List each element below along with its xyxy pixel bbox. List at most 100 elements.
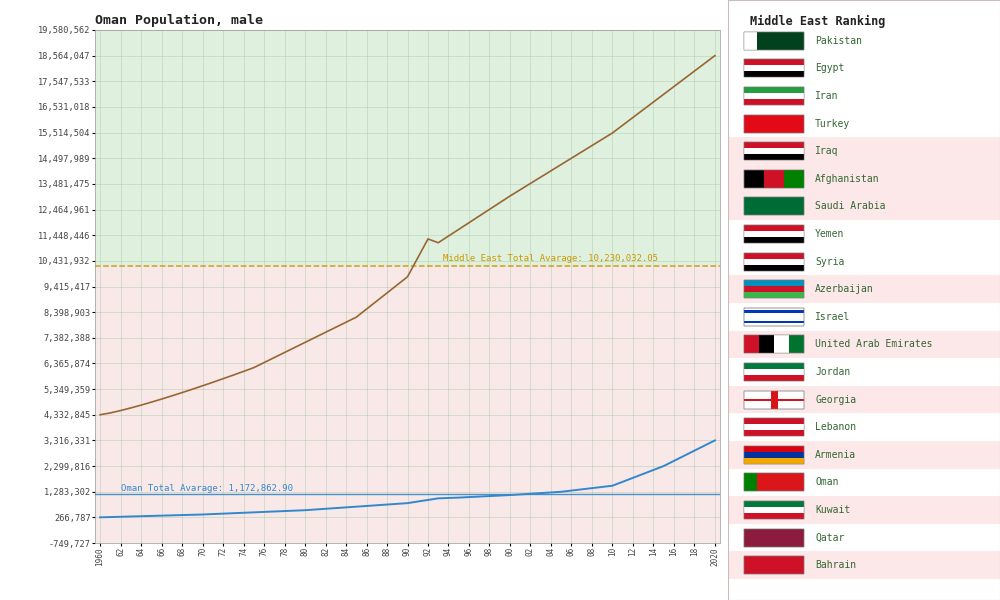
Bar — [744, 142, 804, 160]
Bar — [744, 65, 804, 71]
Bar — [728, 496, 1000, 524]
Bar — [744, 87, 804, 105]
Bar — [744, 253, 804, 271]
Text: Armenia: Armenia — [815, 450, 856, 460]
Bar — [744, 424, 804, 430]
Bar — [728, 275, 1000, 303]
Text: Middle East Total Avarage: 10,230,032.05: Middle East Total Avarage: 10,230,032.05 — [443, 254, 658, 263]
Text: Bahrain: Bahrain — [815, 560, 856, 570]
Text: Israel: Israel — [815, 312, 850, 322]
Bar — [744, 473, 804, 491]
Bar — [744, 391, 804, 409]
Bar — [744, 446, 804, 464]
Bar — [744, 375, 804, 381]
Text: Iran: Iran — [815, 91, 839, 101]
Bar — [744, 292, 804, 298]
Bar — [784, 170, 804, 188]
Bar — [744, 265, 804, 271]
Text: Egypt: Egypt — [815, 64, 844, 73]
Text: Azerbaijan: Azerbaijan — [815, 284, 874, 294]
Bar — [728, 441, 1000, 469]
Bar — [764, 170, 784, 188]
Bar — [744, 32, 804, 50]
Bar — [744, 32, 757, 50]
Bar — [759, 335, 789, 353]
Bar — [744, 237, 804, 243]
Bar — [744, 363, 804, 381]
Bar — [744, 335, 804, 353]
Bar — [744, 391, 804, 409]
Bar — [744, 308, 804, 326]
Bar — [744, 115, 804, 133]
Bar — [744, 225, 804, 243]
Bar — [744, 59, 804, 77]
Bar — [744, 115, 804, 133]
Text: Yemen: Yemen — [815, 229, 844, 239]
Text: United Arab Emirates: United Arab Emirates — [815, 340, 933, 349]
Bar — [95, 30, 720, 266]
Bar — [744, 286, 804, 292]
Bar — [95, 266, 720, 543]
Bar — [728, 331, 1000, 358]
Bar — [744, 308, 804, 326]
Text: Kuwait: Kuwait — [815, 505, 850, 515]
Bar — [744, 154, 804, 160]
Text: Georgia: Georgia — [815, 395, 856, 404]
Bar — [744, 170, 804, 188]
Text: Oman Population, male: Oman Population, male — [95, 14, 263, 28]
Bar — [744, 170, 804, 188]
Bar — [744, 310, 804, 313]
Bar — [728, 193, 1000, 220]
Bar — [744, 369, 804, 375]
Text: Iraq: Iraq — [815, 146, 839, 156]
Bar — [744, 398, 804, 401]
Bar — [728, 386, 1000, 413]
Bar — [744, 335, 759, 353]
Bar — [744, 458, 804, 464]
Bar — [759, 335, 774, 353]
Text: Qatar: Qatar — [815, 533, 844, 542]
Text: Saudi Arabia: Saudi Arabia — [815, 202, 886, 211]
Bar — [728, 165, 1000, 193]
Bar — [744, 59, 804, 77]
Bar — [744, 430, 804, 436]
Text: Oman Total Avarage: 1,172,862.90: Oman Total Avarage: 1,172,862.90 — [121, 484, 293, 493]
Bar — [744, 335, 804, 353]
Bar — [744, 556, 804, 574]
Bar — [744, 452, 804, 458]
Bar — [744, 446, 804, 464]
Bar — [744, 501, 804, 519]
Bar — [744, 93, 804, 99]
Bar — [771, 391, 778, 409]
Bar — [744, 225, 804, 243]
Bar — [744, 321, 804, 323]
Bar — [744, 99, 804, 105]
Bar — [744, 32, 804, 50]
Bar — [744, 473, 804, 491]
Bar — [744, 529, 804, 547]
Bar — [728, 137, 1000, 165]
Bar — [744, 473, 757, 491]
Text: Afghanistan: Afghanistan — [815, 174, 880, 184]
Bar — [744, 87, 804, 105]
Bar — [744, 513, 804, 519]
Text: Jordan: Jordan — [815, 367, 850, 377]
Bar — [744, 71, 804, 77]
Bar — [744, 418, 804, 436]
Bar — [744, 280, 804, 298]
Bar — [744, 197, 804, 215]
Bar — [744, 148, 804, 154]
Bar — [744, 529, 804, 547]
Bar — [744, 253, 804, 271]
Text: Middle East Ranking: Middle East Ranking — [750, 15, 885, 28]
Bar — [744, 280, 804, 298]
Bar — [728, 551, 1000, 579]
Bar — [744, 231, 804, 237]
Bar — [744, 363, 804, 381]
Bar — [744, 418, 804, 436]
Bar — [744, 197, 804, 215]
Text: Pakistan: Pakistan — [815, 36, 862, 46]
Bar — [744, 507, 804, 513]
Text: Syria: Syria — [815, 257, 844, 266]
Bar — [744, 501, 804, 519]
